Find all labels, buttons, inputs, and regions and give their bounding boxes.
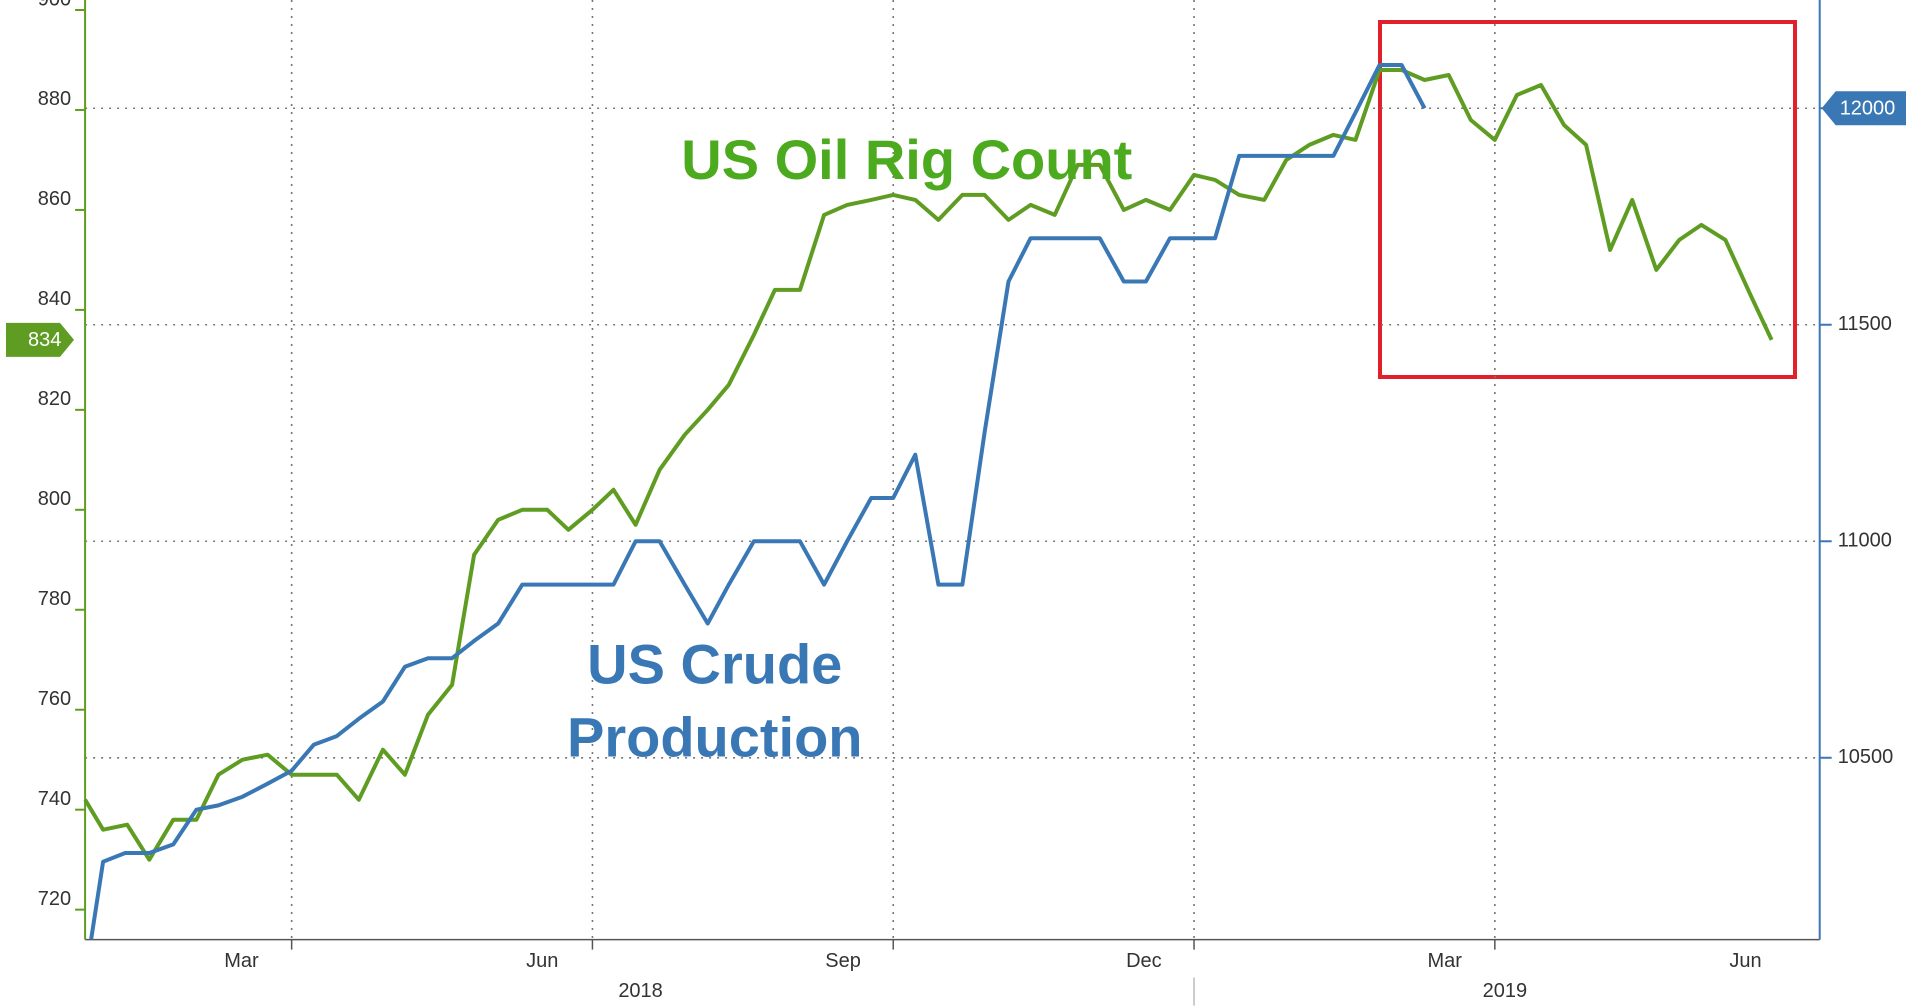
x-tick-label: Mar [1427, 950, 1462, 972]
annotation: US Oil Rig Count [681, 128, 1132, 191]
series-line [83, 68, 1774, 862]
y-tick-label: 880 [38, 88, 71, 110]
y-tick-label: 740 [38, 788, 71, 810]
y-tick-label: 780 [38, 588, 71, 610]
x-tick-label: Jun [526, 950, 558, 972]
end-label-box [6, 322, 74, 357]
y-tick-label: 840 [38, 288, 71, 310]
year-label: 2018 [618, 980, 663, 1002]
y-tick-label: 800 [38, 488, 71, 510]
x-tick-label: Mar [224, 950, 259, 972]
x-tick-label: Jun [1729, 950, 1761, 972]
y-tick-label: 860 [38, 188, 71, 210]
series-line [89, 63, 1427, 940]
y2-tick-label: 10500 [1838, 746, 1894, 768]
y-tick-label: 900 [38, 0, 71, 10]
x-tick-label: Dec [1126, 950, 1162, 972]
y-tick-label: 720 [38, 888, 71, 910]
end-label: 834 [6, 322, 74, 357]
annotation: US Crude [587, 632, 842, 695]
highlight-box [1378, 20, 1797, 379]
x-tick-label: Sep [825, 950, 861, 972]
y2-tick-label: 11500 [1838, 313, 1892, 335]
y-tick-label: 820 [38, 388, 71, 410]
end-label: 12000 [1821, 91, 1906, 126]
annotation: Production [567, 705, 863, 768]
year-label: 2019 [1483, 980, 1528, 1002]
end-label-text: 12000 [1840, 98, 1896, 120]
y2-tick-label: 11000 [1838, 530, 1892, 552]
y-tick-label: 760 [38, 688, 71, 710]
end-label-box [1821, 91, 1906, 126]
end-label-text: 834 [28, 329, 61, 351]
